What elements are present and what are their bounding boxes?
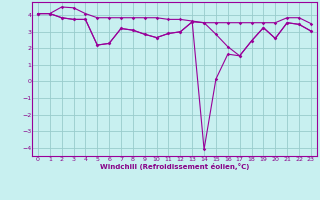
X-axis label: Windchill (Refroidissement éolien,°C): Windchill (Refroidissement éolien,°C) (100, 163, 249, 170)
